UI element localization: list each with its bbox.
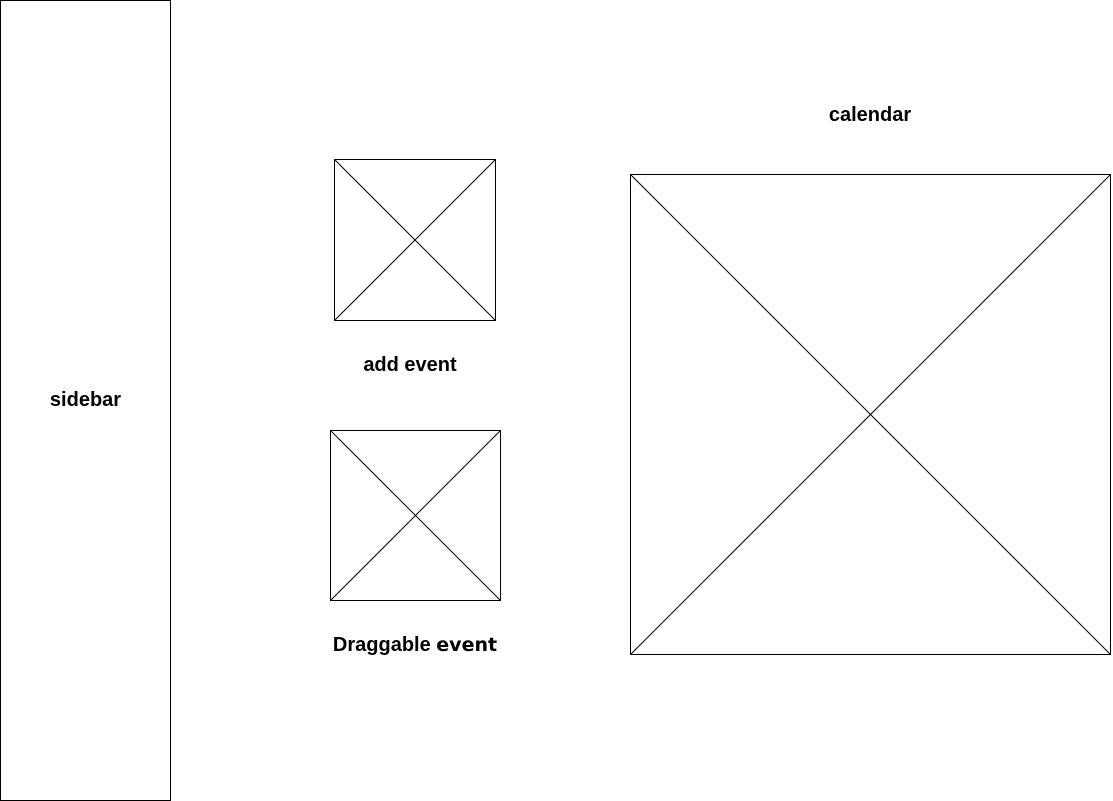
add-event-placeholder[interactable] [334,159,496,321]
draggable-event-label-word2: event [436,634,498,656]
draggable-event-label-word1: Draggable [332,634,431,656]
sidebar-label: sidebar [49,389,122,411]
sidebar-panel [0,0,171,801]
calendar-label: calendar [828,104,912,126]
draggable-event-placeholder[interactable] [330,430,501,601]
add-event-label: add event [363,354,457,376]
draggable-event-label: Draggable event [275,633,555,657]
calendar-placeholder[interactable] [630,174,1111,655]
